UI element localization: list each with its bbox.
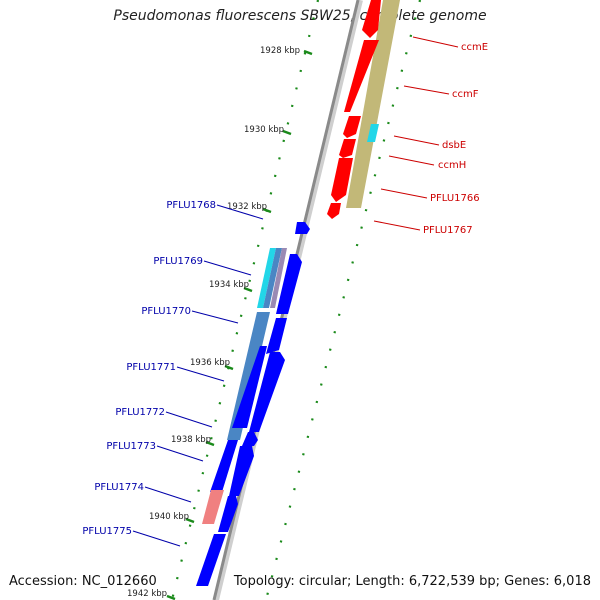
gene-PFLU1771-arrow[interactable] [232, 346, 267, 428]
reverse-strand-genes [196, 222, 310, 586]
olive-band [346, 0, 400, 208]
ruler-tick-label: 1928 kbp [260, 46, 300, 56]
gene-PFLU1775-arrow[interactable] [196, 534, 226, 586]
gene-label-PFLU1766[interactable]: PFLU1766 [430, 193, 480, 204]
gene-label-leader [144, 486, 192, 503]
gene-label-dsbE[interactable]: dsbE [442, 140, 466, 151]
gene-PFLU1773-arrow[interactable] [210, 440, 238, 492]
gene-PFLU1767-arrow[interactable] [327, 203, 341, 219]
feature-PFLU1769-steel [263, 248, 282, 308]
gene-label-ccmF[interactable]: ccmF [452, 89, 479, 100]
gene-label-PFLU1770[interactable]: PFLU1770 [141, 306, 191, 317]
ruler-tick-label: 1940 kbp [149, 512, 189, 522]
gene-label-leader [176, 366, 225, 382]
gene-label-leader [191, 310, 239, 324]
gene-ccmF-arrow[interactable] [344, 40, 379, 112]
feature-band [346, 0, 400, 208]
gene-PFLU1768-arrow[interactable] [295, 222, 310, 234]
ruler-tick-label: 1934 kbp [209, 280, 249, 290]
ruler-tick-label: 1932 kbp [227, 202, 267, 212]
gene-label-leader [132, 530, 181, 547]
ruler-tick-mark [282, 129, 292, 136]
gene-PFLU1770-arrow[interactable] [266, 318, 287, 354]
cyan-feature-forward [367, 124, 379, 142]
gene-PFLU1772-arrow[interactable] [242, 432, 258, 446]
gene-dsbE-arrow[interactable] [343, 116, 361, 138]
genome-summary: Topology: circular; Length: 6,722,539 bp… [233, 574, 591, 589]
gene-label-PFLU1773[interactable]: PFLU1773 [106, 441, 156, 452]
feature-PFLU1770-steel [227, 312, 270, 440]
gene-label-leader [203, 260, 252, 276]
gene-label-ccmE[interactable]: ccmE [461, 42, 488, 53]
accession-label: Accession: NC_012660 [9, 574, 157, 589]
ruler-tick-label: 1938 kbp [171, 435, 211, 445]
ruler-tick-label: 1930 kbp [244, 125, 284, 135]
gene-PFLU1774-arrow[interactable] [218, 496, 238, 532]
ruler-ticks: 1928 kbp 1930 kbp 1932 kbp 1934 kbp 1936 kbp… [127, 46, 313, 600]
ruler-tick-mark [185, 517, 195, 524]
gene-label-PFLU1768[interactable]: PFLU1768 [166, 200, 216, 211]
gene-label-PFLU1771[interactable]: PFLU1771 [126, 362, 176, 373]
feature-PFLU1774-pink [202, 490, 224, 524]
gene-label-leader [156, 445, 204, 462]
right-gene-labels: ccmE ccmF dsbE ccmH PFLU1766 PFLU1767 [373, 36, 488, 236]
gene-label-leader [373, 220, 421, 231]
gene-label-leader [388, 155, 435, 166]
gene-label-PFLU1769[interactable]: PFLU1769 [153, 256, 203, 267]
feature-PFLU1769-cyan [257, 248, 276, 308]
ruler-tick-mark [262, 207, 272, 214]
gene-label-leader [165, 411, 213, 428]
gene-label-ccmH[interactable]: ccmH [438, 160, 466, 171]
forward-strand-genes [327, 0, 381, 219]
feature-PFLU1769-grey [270, 248, 287, 308]
gene-label-leader [412, 36, 459, 48]
ruler-tick-label: 1942 kbp [127, 589, 167, 599]
gene-ccmE-arrow[interactable] [362, 0, 381, 38]
gene-PFLU1771-b-arrow[interactable] [249, 352, 285, 432]
gene-PFLU1766-arrow[interactable] [331, 158, 353, 202]
gene-label-PFLU1772[interactable]: PFLU1772 [115, 407, 165, 418]
left-gene-labels: PFLU1768 PFLU1769 PFLU1770 PFLU1771 PFLU1772… [82, 200, 264, 547]
gene-label-PFLU1774[interactable]: PFLU1774 [94, 482, 144, 493]
outer-dotted-line [170, 0, 320, 600]
gene-label-leader [216, 204, 264, 220]
ruler-tick-label: 1936 kbp [190, 358, 230, 368]
gene-label-PFLU1767[interactable]: PFLU1767 [423, 225, 473, 236]
gene-ccmH-arrow[interactable] [339, 139, 356, 158]
ruler-tick-mark [243, 286, 253, 293]
gene-label-leader [393, 135, 440, 146]
ruler-tick-mark [166, 594, 176, 600]
gene-PFLU1769-arrow[interactable] [276, 254, 302, 314]
gene-label-PFLU1775[interactable]: PFLU1775 [82, 526, 132, 537]
ruler-tick-mark [205, 440, 215, 447]
ruler-tick-mark [224, 364, 234, 371]
ruler-tick-mark [303, 49, 313, 56]
gene-PFLU1773-b-arrow[interactable] [229, 446, 254, 496]
gene-label-leader [380, 188, 428, 199]
gene-label-leader [403, 85, 450, 95]
